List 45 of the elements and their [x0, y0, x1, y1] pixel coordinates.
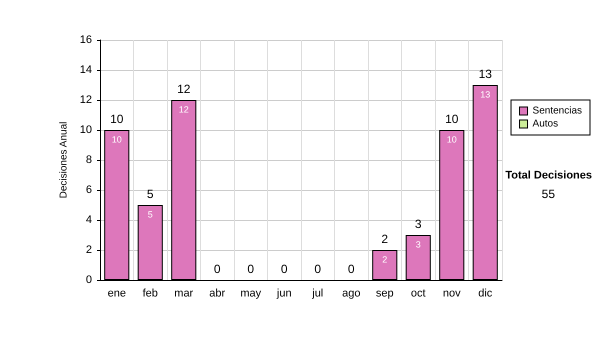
data-label: 5 — [148, 210, 153, 220]
y-tick-label: 12 — [80, 94, 92, 106]
y-tick-label: 0 — [86, 274, 92, 286]
data-label: 3 — [416, 240, 421, 250]
x-tick-label: ene — [108, 288, 126, 300]
y-axis-title: Decisiones Anual — [58, 122, 70, 198]
data-label: 13 — [480, 90, 490, 100]
y-tick-label: 8 — [86, 154, 92, 166]
x-tick-label: may — [240, 288, 262, 300]
total-label: 3 — [414, 217, 422, 231]
x-tick-label: ago — [342, 288, 360, 300]
total-label: 2 — [381, 232, 388, 246]
y-tick-label: 6 — [86, 184, 92, 196]
y-tick-label: 2 — [86, 244, 92, 256]
legend-label: Autos — [532, 118, 558, 130]
x-tick-label: nov — [442, 288, 462, 300]
data-label: 10 — [446, 134, 457, 144]
x-tick-label: jun — [276, 288, 292, 300]
total-label: 0 — [348, 262, 355, 276]
x-tick-label: abr — [209, 288, 226, 300]
x-tick-label: feb — [142, 288, 158, 300]
text: Total Decisiones — [505, 170, 592, 182]
y-tick-label: 16 — [80, 34, 92, 46]
y-tick-label: 10 — [80, 124, 92, 136]
x-tick-label: dic — [478, 288, 493, 300]
x-tick-label: jul — [311, 288, 324, 300]
total-label: 0 — [280, 262, 288, 276]
x-tick-label: oct — [410, 288, 426, 300]
legend-label: Sentencias — [532, 106, 582, 116]
x-tick-label: mar — [174, 288, 194, 300]
total-label: 13 — [478, 67, 492, 81]
total-label: 12 — [177, 82, 191, 96]
x-tick-label: sep — [376, 288, 394, 300]
y-tick-label: 14 — [80, 64, 92, 76]
total-label: 10 — [445, 112, 459, 126]
data-label: 2 — [382, 254, 388, 264]
total-label: 0 — [314, 262, 322, 276]
y-tick-label: 4 — [86, 214, 92, 226]
data-label: 10 — [112, 134, 122, 144]
data-label: 12 — [178, 104, 189, 114]
text: 55 — [542, 187, 556, 201]
total-label: 0 — [214, 262, 221, 276]
total-label: 10 — [110, 112, 124, 126]
total-label: 5 — [146, 187, 154, 201]
total-label: 0 — [247, 262, 254, 276]
